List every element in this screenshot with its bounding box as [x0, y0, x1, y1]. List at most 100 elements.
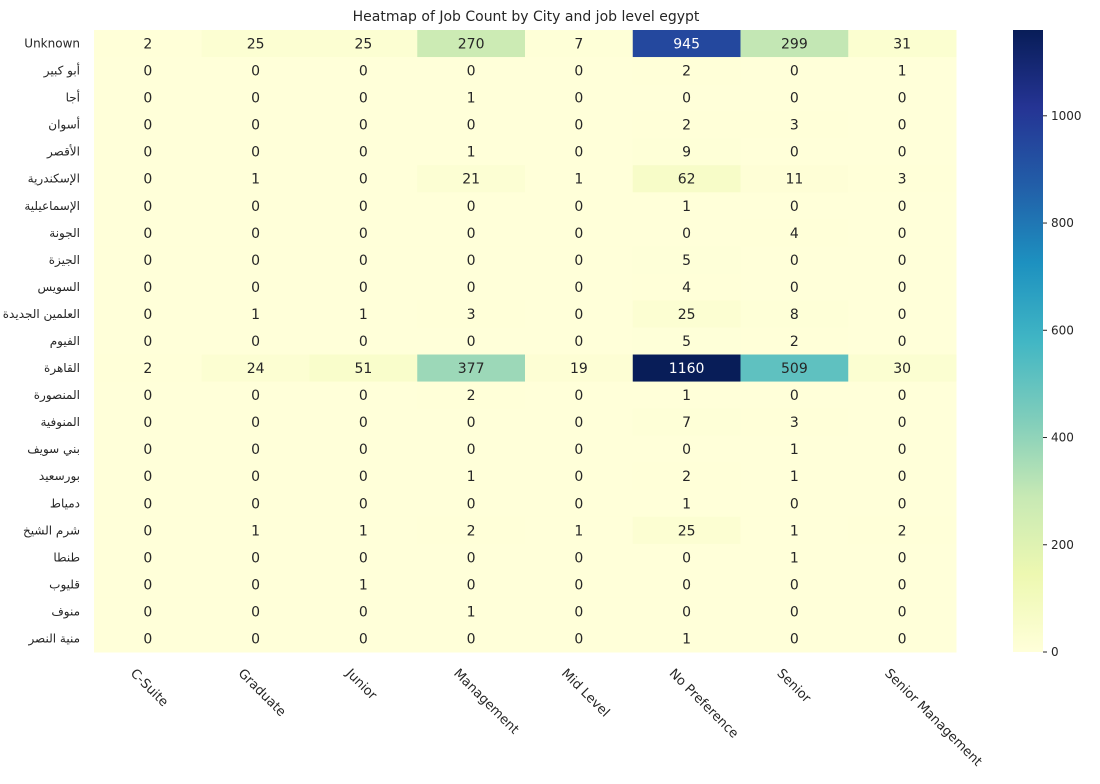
heatmap-cell: [525, 354, 634, 383]
cell-value-label: 0: [790, 604, 799, 620]
heatmap-cell: [417, 30, 526, 58]
cell-value-label: 0: [359, 64, 368, 80]
heatmap-cell: [632, 219, 741, 247]
heatmap-cell: [94, 30, 203, 58]
cell-value-label: 0: [251, 604, 260, 620]
cell-value-label: 0: [251, 199, 260, 215]
cell-value-label: 0: [467, 496, 476, 512]
heatmap-cell: [201, 381, 310, 410]
cell-value-label: 0: [682, 604, 691, 620]
heatmap-cell: [309, 597, 418, 626]
y-tick-label: طنطا: [53, 550, 80, 564]
cell-value-label: 0: [359, 199, 368, 215]
cell-value-label: 1: [251, 172, 260, 188]
cell-value-label: 21: [462, 172, 480, 188]
cell-value-label: 0: [790, 388, 799, 404]
cell-value-label: 0: [898, 604, 907, 620]
cell-value-label: 0: [143, 604, 152, 620]
cell-value-label: 0: [143, 280, 152, 296]
cell-value-label: 0: [467, 442, 476, 458]
heatmap-cell: [740, 435, 849, 464]
cell-value-label: 24: [247, 361, 265, 377]
cell-value-label: 1: [467, 91, 476, 107]
heatmap-cell: [632, 30, 741, 58]
heatmap-cell: [94, 300, 203, 328]
cell-value-label: 0: [574, 91, 583, 107]
heatmap-cell: [632, 111, 741, 139]
heatmap-cell: [201, 30, 310, 58]
heatmap-cell: [417, 516, 526, 545]
heatmap-cell: [94, 246, 203, 274]
heatmap-cell: [94, 516, 203, 545]
cell-value-label: 0: [251, 496, 260, 512]
heatmap-cell: [848, 273, 957, 301]
heatmap-cell: [417, 111, 526, 139]
heatmap-cell: [417, 381, 526, 410]
heatmap-cell: [94, 597, 203, 626]
heatmap-cell: [740, 57, 849, 85]
heatmap-cell: [848, 165, 957, 193]
y-tick-label: Unknown: [24, 37, 80, 51]
cell-value-label: 377: [458, 361, 485, 377]
heatmap-cell: [417, 462, 526, 491]
heatmap-cell: [740, 111, 849, 139]
heatmap-cell: [740, 192, 849, 220]
heatmap-cell: [309, 408, 418, 437]
cell-value-label: 5: [682, 253, 691, 269]
x-axis-labels: C-Suite Graduate Junior Management Mid Level…: [127, 666, 985, 770]
heatmap-cell: [417, 165, 526, 193]
heatmap-cell: [94, 84, 203, 112]
cell-value-label: 2: [143, 361, 152, 377]
chart-title: Heatmap of Job Count by City and job lev…: [353, 9, 700, 25]
cell-value-label: 0: [143, 577, 152, 593]
heatmap-cell: [632, 624, 741, 653]
cell-value-label: 0: [251, 631, 260, 647]
heatmap-cell: [417, 57, 526, 85]
heatmap-cell: [309, 327, 418, 356]
heatmap-cell: [848, 435, 957, 464]
y-tick-label: دمياط: [50, 496, 80, 510]
cell-value-label: 0: [359, 226, 368, 242]
cell-value-label: 0: [574, 604, 583, 620]
heatmap-cell: [201, 246, 310, 274]
y-tick-label: القاهرة: [44, 361, 80, 376]
heatmap-cell: [525, 273, 634, 301]
heatmap-cell: [848, 219, 957, 247]
heatmap-cell: [201, 273, 310, 301]
heatmap-cell: [740, 354, 849, 383]
heatmap-cell: [201, 354, 310, 383]
heatmap-cell: [632, 138, 741, 166]
cell-value-label: 1: [790, 550, 799, 566]
cell-value-label: 3: [790, 118, 799, 134]
cell-value-label: 0: [251, 118, 260, 134]
cell-value-label: 0: [574, 415, 583, 431]
cell-value-label: 1: [251, 307, 260, 323]
cell-value-label: 0: [898, 199, 907, 215]
heatmap-cell: [632, 354, 741, 383]
cell-value-label: 0: [251, 145, 260, 161]
cell-value-label: 0: [574, 280, 583, 296]
heatmap-cell: [201, 516, 310, 545]
cell-value-label: 0: [790, 199, 799, 215]
cell-value-label: 0: [898, 388, 907, 404]
cell-value-label: 1: [790, 442, 799, 458]
heatmap-cell: [417, 597, 526, 626]
heatmap-cell: [309, 570, 418, 599]
heatmap-cell: [309, 489, 418, 518]
heatmap-cell: [417, 300, 526, 328]
heatmap-cell: [309, 381, 418, 410]
heatmap-cell: [417, 435, 526, 464]
heatmap-cell: [201, 489, 310, 518]
cell-value-label: 0: [251, 280, 260, 296]
heatmap-cell: [848, 30, 957, 58]
cell-value-label: 1160: [669, 361, 705, 377]
cell-value-label: 0: [682, 442, 691, 458]
colorbar-gradient: [1013, 30, 1043, 652]
heatmap-cell: [848, 84, 957, 112]
cell-value-label: 0: [143, 415, 152, 431]
cell-value-label: 11: [785, 172, 803, 188]
heatmap-cell: [417, 354, 526, 383]
heatmap-cell: [740, 624, 849, 653]
heatmap-cell: [94, 408, 203, 437]
cell-value-label: 3: [790, 415, 799, 431]
